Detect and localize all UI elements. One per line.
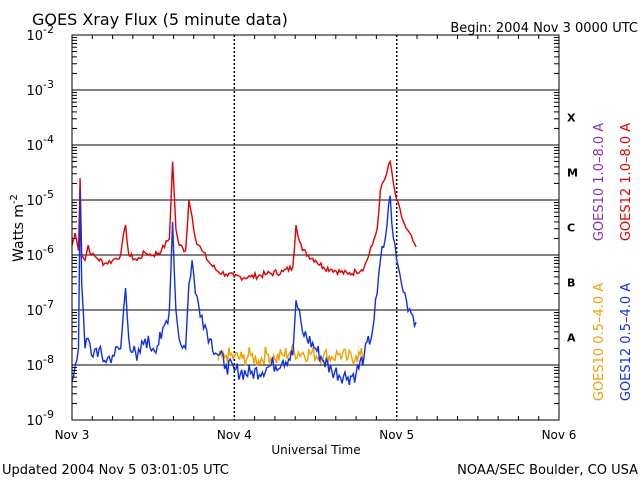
y-tick-exp: -8 xyxy=(43,353,54,366)
y-tick-label: 10-4 xyxy=(26,133,54,154)
y-tick-labels: 10-910-810-710-610-510-410-310-2 xyxy=(26,23,54,429)
begin-label: Begin: 2004 Nov 3 0000 UTC xyxy=(450,21,638,36)
y-axis-label-exp: -2 xyxy=(9,194,20,204)
y-tick-label: 10-6 xyxy=(26,243,54,264)
flare-class-c: C xyxy=(567,222,575,235)
y-tick-base: 10 xyxy=(26,139,43,154)
y-tick-label: 10-2 xyxy=(26,23,54,44)
series-line-3 xyxy=(71,190,417,386)
legend-entry-1: GOES12 1.0–8.0 A xyxy=(619,123,634,241)
y-tick-base: 10 xyxy=(26,414,43,429)
y-tick-exp: -6 xyxy=(43,243,54,256)
y-tick-label: 10-8 xyxy=(26,353,54,374)
legend: GOES12 1.0–8.0 A GOES10 1.0–8.0 A GOES12 0… xyxy=(592,123,634,401)
y-tick-label: 10-5 xyxy=(26,188,54,209)
credit-text: NOAA/SEC Boulder, CO USA xyxy=(457,463,638,478)
y-tick-base: 10 xyxy=(26,249,43,264)
y-tick-base: 10 xyxy=(26,29,43,44)
axis-ticks xyxy=(72,35,559,420)
y-axis-label-main: Watts m xyxy=(11,204,27,262)
legend-entry-4: GOES10 0.5–4.0 A xyxy=(592,283,607,401)
series-line-2 xyxy=(217,344,365,366)
series-layer xyxy=(71,159,417,386)
flare-class-m: M xyxy=(567,167,578,180)
y-tick-label: 10-9 xyxy=(26,408,54,429)
y-tick-exp: -7 xyxy=(43,298,54,311)
y-tick-label: 10-3 xyxy=(26,78,54,99)
x-tick-labels: Nov 3 Nov 4 Nov 5 Nov 6 xyxy=(55,428,577,442)
x-tick-label: Nov 3 xyxy=(55,428,90,442)
x-tick-label: Nov 6 xyxy=(542,428,577,442)
y-tick-base: 10 xyxy=(26,84,43,99)
x-tick-label: Nov 4 xyxy=(217,428,252,442)
horizontal-gridlines xyxy=(72,34,559,421)
y-tick-base: 10 xyxy=(26,359,43,374)
y-tick-exp: -9 xyxy=(43,408,54,421)
legend-entry-2: GOES10 1.0–8.0 A xyxy=(592,123,607,241)
flare-class-b: B xyxy=(567,277,575,290)
y-tick-label: 10-7 xyxy=(26,298,54,319)
flare-class-x: X xyxy=(567,112,576,125)
updated-timestamp: Updated 2004 Nov 5 03:01:05 UTC xyxy=(2,463,229,478)
y-tick-base: 10 xyxy=(26,194,43,209)
y-tick-exp: -5 xyxy=(43,188,54,201)
y-tick-base: 10 xyxy=(26,304,43,319)
plot-frame xyxy=(71,34,560,421)
flare-class-labels: A B C M X xyxy=(567,112,578,345)
y-tick-exp: -4 xyxy=(43,133,54,146)
x-axis-label: Universal Time xyxy=(271,443,360,457)
x-tick-label: Nov 5 xyxy=(379,428,414,442)
y-axis-label: Watts m-2 xyxy=(9,194,27,262)
flare-class-a: A xyxy=(567,332,576,345)
series-line-1 xyxy=(71,159,417,282)
legend-entry-3: GOES12 0.5–4.0 A xyxy=(619,283,634,401)
chart-title: GOES Xray Flux (5 minute data) xyxy=(32,10,288,29)
y-tick-exp: -3 xyxy=(43,78,54,91)
y-tick-exp: -2 xyxy=(43,23,54,36)
